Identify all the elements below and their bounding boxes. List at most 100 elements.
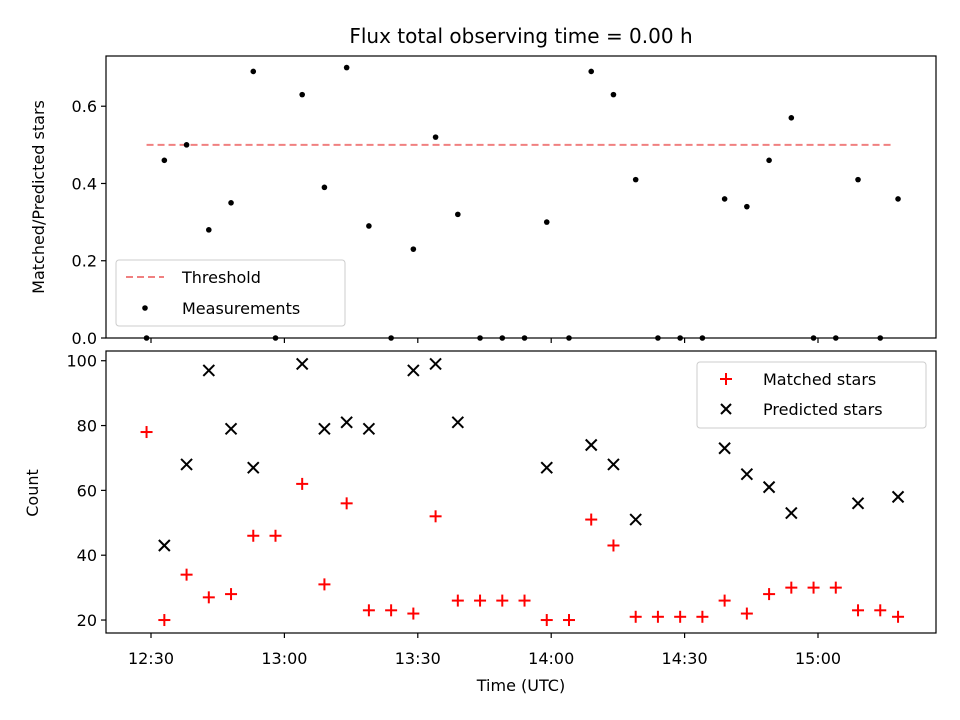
ratio-y-tick-label: 0.0: [72, 329, 97, 348]
measurement-point: [343, 64, 350, 71]
count-y-axis-label: Count: [23, 469, 42, 517]
count-x-tick-label: 12:30: [128, 649, 174, 668]
matched-star-point: [407, 607, 420, 620]
predicted-star-point: [785, 506, 798, 520]
predicted-star-point: [451, 416, 465, 429]
measurement-point: [299, 91, 305, 98]
measurement-point: [183, 142, 190, 148]
ratio-panel-frame: [105, 55, 937, 339]
matched-legend-label: Matched stars: [763, 370, 876, 389]
predicted-star-point: [340, 416, 353, 429]
matched-star-point: [269, 529, 282, 542]
measurement-point: [721, 196, 728, 202]
count-x-tick-label: 13:00: [261, 649, 307, 668]
matched-star-point: [474, 594, 487, 607]
measurement-point: [588, 68, 595, 75]
ratio-x-ticks: [150, 338, 819, 343]
count-y-tick-label: 60: [77, 481, 97, 500]
predicted-star-point: [607, 458, 620, 471]
count-legend-box: [696, 361, 927, 429]
predicted-star-point: [540, 461, 553, 474]
matched-star-point: [829, 581, 842, 594]
measurement-point: [455, 211, 461, 218]
measurement-point: [632, 176, 639, 183]
matched-star-point: [385, 604, 398, 617]
threshold-legend-label: Threshold: [181, 268, 261, 287]
measurement-point: [410, 246, 417, 252]
predicted-star-point: [891, 490, 905, 504]
matched-star-point: [296, 477, 309, 490]
count-marks: [140, 357, 905, 627]
matched-star-point: [718, 594, 731, 607]
predicted-legend-swatch: [720, 403, 732, 415]
ratio-y-tick-label: 0.6: [72, 97, 97, 116]
predicted-star-point: [158, 539, 171, 552]
count-y-tick-label: 40: [77, 546, 97, 565]
measurement-point: [744, 203, 750, 210]
count-y-tick-label: 100: [66, 352, 97, 371]
x-axis-label: Time (UTC): [476, 676, 565, 695]
count-legend: Matched stars Predicted stars: [696, 361, 927, 429]
predicted-legend-label: Predicted stars: [763, 400, 883, 419]
predicted-star-point: [429, 357, 442, 371]
measurement-point: [788, 115, 795, 121]
matched-star-point: [225, 588, 238, 601]
measurement-point: [543, 219, 550, 225]
matched-star-point: [696, 610, 709, 623]
ratio-y-axis-label: Matched/Predicted stars: [29, 100, 48, 294]
ratio-y-tick-label: 0.4: [72, 174, 97, 193]
matched-star-point: [362, 604, 375, 617]
count-x-tick-label: 15:00: [795, 649, 841, 668]
predicted-star-point: [851, 497, 865, 510]
predicted-star-point: [295, 357, 309, 371]
matched-star-point: [585, 513, 598, 526]
measurement-point: [855, 176, 861, 183]
matched-star-point: [785, 581, 798, 594]
matched-star-point: [158, 614, 171, 627]
measurement-point: [321, 184, 328, 191]
matched-star-point: [540, 614, 553, 627]
predicted-star-point: [224, 422, 238, 436]
ratio-y-ticks: 0.0 0.2 0.4 0.6: [72, 97, 106, 348]
count-x-ticks: 12:30 13:00 13:30 14:00 14:30 15:00: [128, 633, 841, 668]
count-x-tick-label: 14:30: [662, 649, 708, 668]
matched-star-point: [340, 497, 353, 510]
matched-star-point: [874, 604, 887, 617]
matched-star-point: [180, 568, 193, 581]
count-x-tick-label: 13:30: [395, 649, 441, 668]
predicted-star-point: [180, 458, 193, 471]
matched-star-point: [629, 610, 642, 623]
matched-star-point: [852, 604, 865, 617]
matched-star-point: [807, 581, 820, 594]
matched-star-point: [674, 610, 687, 623]
count-y-ticks: 20 40 60 80 100: [66, 352, 106, 630]
matched-star-point: [451, 594, 464, 607]
ratio-legend-box: [115, 259, 346, 327]
matched-star-point: [318, 578, 331, 591]
predicted-star-point: [740, 467, 754, 481]
measurement-point: [206, 227, 212, 233]
measurement-point: [161, 157, 168, 164]
measurement-point: [366, 223, 372, 229]
chart-title: Flux total observing time = 0.00 h: [349, 24, 692, 48]
measurements-legend-swatch: [142, 305, 148, 311]
ratio-panel: 0.0 0.2 0.4 0.6 Matched/Predicted stars Thr…: [29, 55, 937, 348]
count-panel: 20 40 60 80 100 12:30 13:00 13:30 14:00 14:30 15:…: [23, 350, 937, 695]
predicted-star-point: [362, 422, 376, 436]
measurement-point: [895, 196, 901, 202]
matched-star-point: [607, 539, 620, 552]
predicted-star-point: [407, 364, 420, 377]
count-y-tick-label: 80: [77, 417, 97, 436]
count-panel-frame: [105, 350, 937, 634]
count-y-tick-label: 20: [77, 611, 97, 630]
matched-star-point: [651, 610, 664, 623]
predicted-star-point: [585, 438, 598, 452]
matched-star-point: [763, 588, 776, 601]
matched-star-point: [496, 594, 509, 607]
predicted-star-point: [318, 422, 331, 436]
ratio-legend: Threshold Measurements: [115, 259, 346, 327]
measurement-point: [250, 68, 257, 75]
matched-star-point: [429, 510, 442, 523]
